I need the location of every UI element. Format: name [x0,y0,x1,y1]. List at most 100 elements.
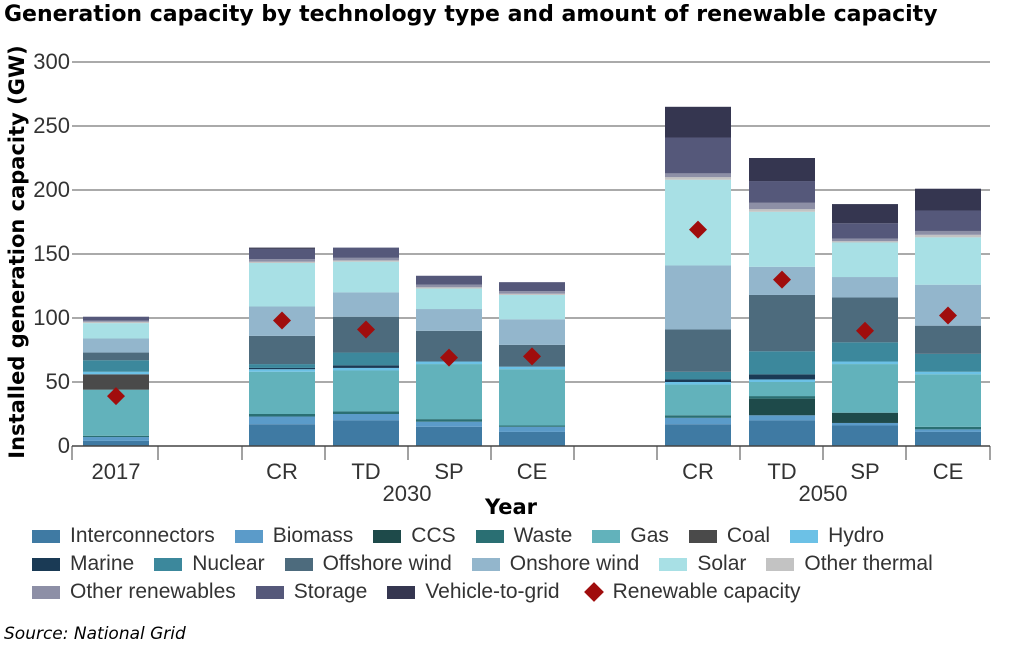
legend-swatch [766,557,795,571]
legend-label: Nuclear [192,552,265,575]
renewable-capacity-marker [856,321,874,340]
bar-segment-ccs [749,398,815,416]
bar-segment-storage [416,275,482,285]
renewable-capacity-marker [939,306,957,325]
bar-segment-storage [83,316,149,321]
bar-segment-onshore-wind [333,292,399,317]
renewable-capacity-marker [107,387,125,406]
bar-segment-waste [416,419,482,422]
y-axis-title: Installed generation capacity (GW) [5,45,29,458]
bar-segment-hydro [665,382,731,385]
legend-label: Hydro [828,524,885,547]
bar-segment-waste [915,426,981,430]
bar-segment-interconnectors [832,425,898,446]
bar-segment-nuclear [249,364,315,368]
bar-segment-biomass [333,414,399,421]
bar-segment-solar [249,262,315,307]
bar-segment-onshore-wind [83,338,149,353]
legend-swatch [592,529,621,543]
bar-segment-other-thermal [915,234,981,238]
legend-label: Onshore wind [509,552,640,575]
bar-segment-offshore-wind [915,325,981,354]
bar-segment-other-thermal [665,177,731,180]
bar-segment-nuclear [915,353,981,372]
bar-segment-storage [499,282,565,292]
bar-segment-gas [665,384,731,416]
bar-segment-onshore-wind [832,277,898,298]
legend-label: Other thermal [804,552,933,575]
legend-swatch [32,585,60,599]
x-tick-label: 2017 [92,459,141,484]
bar-segment-gas [416,364,482,420]
legend-label: Renewable capacity [612,580,801,603]
bar-segment-interconnectors [499,431,565,446]
legend-swatch [688,529,717,543]
chart-title: Generation capacity by technology type a… [4,2,938,27]
renewable-capacity-marker [273,311,291,330]
renewable-capacity-marker [440,348,458,367]
bar-segment-biomass [832,422,898,426]
legend-item: Coal [688,524,770,548]
bar-segment-nuclear [749,351,815,375]
legend-swatch [255,585,284,599]
legend-label: Gas [630,524,669,547]
bar-segment-interconnectors [333,420,399,446]
legend-label: Offshore wind [322,552,452,575]
bar-segment-coal [83,374,149,390]
legend-swatch [234,529,263,543]
bar-segment-onshore-wind [665,265,731,330]
legend-item: CCS [373,524,456,548]
x-tick-label: TD [767,459,796,484]
x-tick-label: CR [266,459,298,484]
bar-segment-hydro [249,369,315,372]
legend-diamond-marker [583,582,604,602]
legend: Interconnectors Biomass CCS Waste Gas Coal Hyd… [32,522,1022,606]
bar-segment-storage [749,181,815,203]
bar-segment-storage [249,248,315,260]
legend-item: Hydro [790,524,884,548]
bar-segment-waste [749,396,815,399]
y-tick-label: 250 [33,113,70,138]
bar-segment-vehicle-to-grid [915,188,981,211]
bar-segment-other-renewables [915,230,981,235]
bar-segment-nuclear [665,371,731,380]
legend-swatch [475,529,504,543]
legend-item: Waste [475,524,572,548]
y-tick-label: 200 [33,177,70,202]
bar-segment-solar [416,288,482,310]
x-tick-label: TD [351,459,380,484]
bar-segment-other-renewables [416,284,482,288]
bar-segment-storage [832,223,898,239]
bar-segment-offshore-wind [83,352,149,361]
bar-segment-marine [665,379,731,382]
group-label: 2030 [383,481,432,506]
bar-segment-other-thermal [832,241,898,243]
group-label: 2050 [799,481,848,506]
legend-item: Marine [32,552,134,576]
legend-item: Biomass [234,524,353,548]
legend-item: Storage [255,580,367,604]
bar-segment-interconnectors [83,440,149,446]
legend-swatch [790,529,819,543]
x-tick-label: SP [850,459,879,484]
legend-item: Offshore wind [284,552,452,576]
legend-swatch [32,529,60,543]
bar-segment-other-renewables [83,320,149,322]
bar-segment-vehicle-to-grid [749,158,815,182]
bar-segment-biomass [665,417,731,425]
legend-item: Other thermal [766,552,933,576]
bar-segment-onshore-wind [499,319,565,345]
bar-segment-other-thermal [499,293,565,295]
legend-swatch [284,557,313,571]
bar-segment-waste [249,414,315,417]
bar-segment-storage [665,137,731,174]
bar-segment-interconnectors [665,424,731,446]
bar-segment-solar [333,261,399,293]
legend-item: Onshore wind [471,552,640,576]
bar-segment-other-thermal [416,287,482,289]
legend-swatch [154,557,183,571]
bar-segment-biomass [83,437,149,441]
bar-segment-other-renewables [749,202,815,210]
legend-label: Other renewables [70,580,236,603]
bar-segment-biomass [249,416,315,425]
